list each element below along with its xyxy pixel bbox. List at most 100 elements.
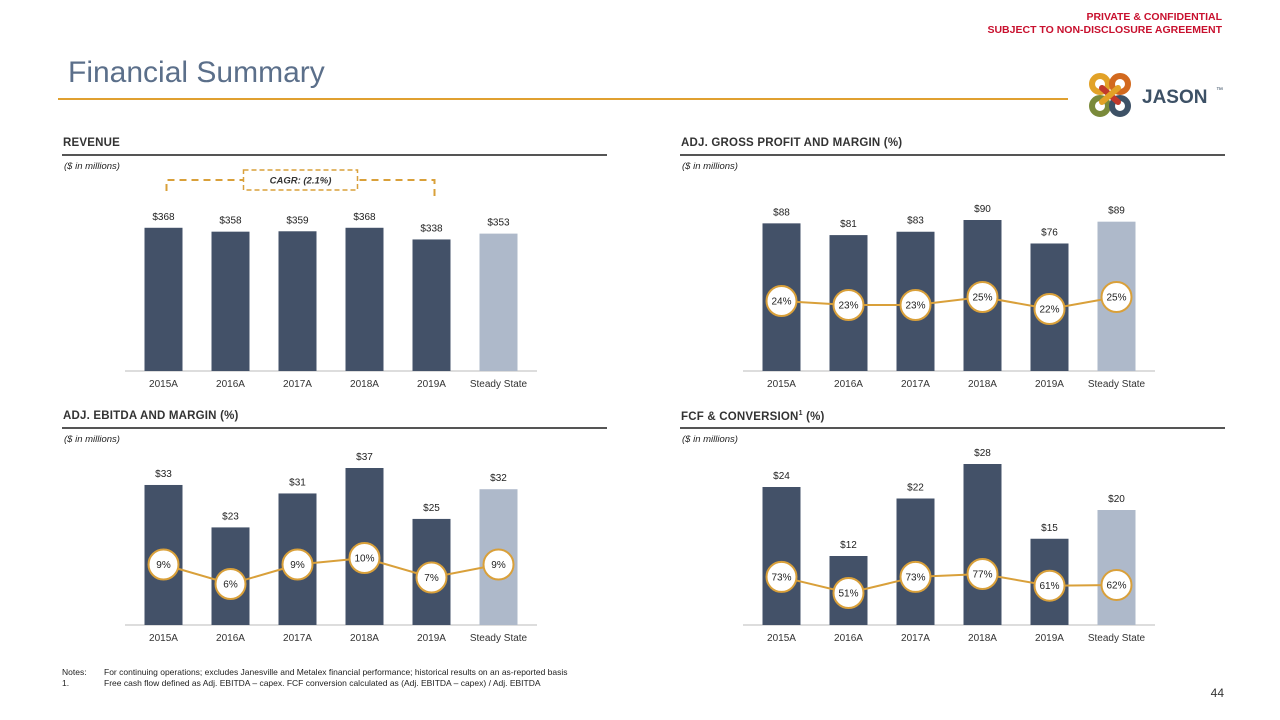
category-label: 2019A — [1035, 633, 1064, 644]
ebitda-chart: $33 2015A $23 2016A $31 2017A $37 2018A $25 2019A… — [125, 452, 537, 644]
value-label: $89 — [1108, 206, 1125, 217]
margin-marker — [966, 558, 999, 590]
ebitda-unit-label: ($ in millions) — [64, 434, 120, 445]
footnote-1-label: 1. — [62, 678, 70, 688]
margin-marker — [482, 548, 515, 581]
revenue-panel-title: REVENUE — [63, 137, 120, 149]
gross-profit-unit-label: ($ in millions) — [682, 161, 738, 172]
margin-marker — [348, 542, 381, 574]
margin-marker — [1100, 568, 1133, 601]
margin-label: 22% — [1039, 305, 1059, 316]
margin-marker — [765, 560, 798, 593]
margin-marker — [966, 281, 999, 313]
margin-marker — [415, 561, 448, 594]
category-label: 2017A — [283, 379, 312, 390]
margin-label: 10% — [354, 554, 374, 565]
bar-steady-state — [479, 233, 518, 371]
value-label: $368 — [152, 212, 175, 223]
category-label: Steady State — [470, 633, 528, 644]
margin-label: 23% — [838, 301, 858, 312]
fcf-panel-title: FCF & CONVERSION1 (%) — [681, 410, 825, 423]
category-label: 2016A — [834, 379, 863, 390]
margin-marker — [832, 577, 865, 609]
gross-profit-chart: $88 2015A $81 2016A $83 2017A $90 2018A $76 2019A… — [743, 204, 1155, 390]
category-label: 2015A — [149, 379, 178, 390]
fcf-panel-rule — [680, 427, 1225, 429]
bar-2016a — [211, 231, 250, 371]
margin-marker — [1033, 293, 1066, 325]
category-label: 2018A — [968, 379, 997, 390]
bar-2019a — [412, 239, 451, 371]
category-label: 2015A — [149, 633, 178, 644]
bar-2015a — [762, 487, 801, 625]
cagr-label: CAGR: (2.1%) — [270, 176, 332, 187]
confidential-line-1: PRIVATE & CONFIDENTIAL — [1086, 11, 1222, 23]
page-title: Financial Summary — [68, 56, 325, 89]
value-label: $88 — [773, 207, 790, 218]
category-label: Steady State — [1088, 633, 1146, 644]
category-label: 2019A — [417, 633, 446, 644]
margin-label: 73% — [905, 572, 925, 583]
margin-label: 9% — [491, 560, 506, 571]
value-label: $358 — [219, 216, 242, 227]
logo-mark-icon — [1089, 73, 1131, 117]
cagr-box — [242, 169, 359, 191]
margin-label: 51% — [838, 589, 858, 600]
margin-marker — [281, 548, 314, 581]
jason-logo: JASON ™ — [1089, 73, 1223, 117]
value-label: $37 — [356, 452, 373, 463]
value-label: $24 — [773, 471, 790, 482]
value-label: $368 — [353, 212, 376, 223]
margin-marker — [1100, 281, 1133, 313]
bar-2018a — [345, 227, 384, 371]
value-label: $359 — [286, 215, 309, 226]
title-divider — [58, 98, 1068, 100]
margin-marker — [765, 285, 798, 317]
category-label: 2018A — [350, 379, 379, 390]
value-label: $12 — [840, 540, 857, 551]
category-label: 2017A — [901, 379, 930, 390]
logo-trademark: ™ — [1216, 87, 1223, 94]
notes-text: For continuing operations; excludes Jane… — [104, 667, 568, 677]
margin-label: 9% — [290, 560, 305, 571]
margin-marker — [832, 289, 865, 321]
category-label: 2018A — [350, 633, 379, 644]
bar-2015a — [144, 227, 183, 371]
margin-label: 6% — [223, 580, 238, 591]
logo-text: JASON — [1142, 87, 1207, 108]
margin-label: 73% — [771, 572, 791, 583]
ebitda-panel-title: ADJ. EBITDA AND MARGIN (%) — [63, 410, 239, 422]
revenue-chart: $368 2015A $358 2016A $359 2017A $368 2018A $338… — [125, 169, 537, 390]
category-label: Steady State — [1088, 379, 1146, 390]
value-label: $28 — [974, 448, 991, 459]
bar-steady-state — [1097, 510, 1136, 625]
bar-2017a — [278, 231, 317, 371]
value-label: $15 — [1041, 523, 1058, 534]
margin-marker — [214, 568, 247, 600]
footnotes: Notes: For continuing operations; exclude… — [62, 667, 568, 689]
value-label: $33 — [155, 469, 172, 480]
margin-label: 25% — [972, 293, 992, 304]
bar-2018a — [963, 464, 1002, 625]
category-label: 2018A — [968, 633, 997, 644]
value-label: $31 — [289, 477, 306, 488]
margin-label: 7% — [424, 573, 439, 584]
category-label: 2017A — [283, 633, 312, 644]
fcf-title-footnote: 1 — [798, 410, 803, 417]
page-number: 44 — [1210, 686, 1224, 700]
margin-label: 62% — [1106, 580, 1126, 591]
margin-label: 24% — [771, 297, 791, 308]
value-label: $25 — [423, 503, 440, 514]
value-label: $83 — [907, 216, 924, 227]
value-label: $22 — [907, 483, 924, 494]
fcf-title-suffix: (%) — [802, 410, 825, 423]
value-label: $81 — [840, 219, 857, 230]
ebitda-panel-rule — [62, 427, 607, 429]
category-label: Steady State — [470, 379, 528, 390]
category-label: 2019A — [1035, 379, 1064, 390]
value-label: $76 — [1041, 227, 1058, 238]
value-label: $20 — [1108, 494, 1125, 505]
margin-label: 23% — [905, 301, 925, 312]
fcf-title-text: FCF & CONVERSION — [681, 410, 799, 423]
margin-label: 77% — [972, 570, 992, 581]
